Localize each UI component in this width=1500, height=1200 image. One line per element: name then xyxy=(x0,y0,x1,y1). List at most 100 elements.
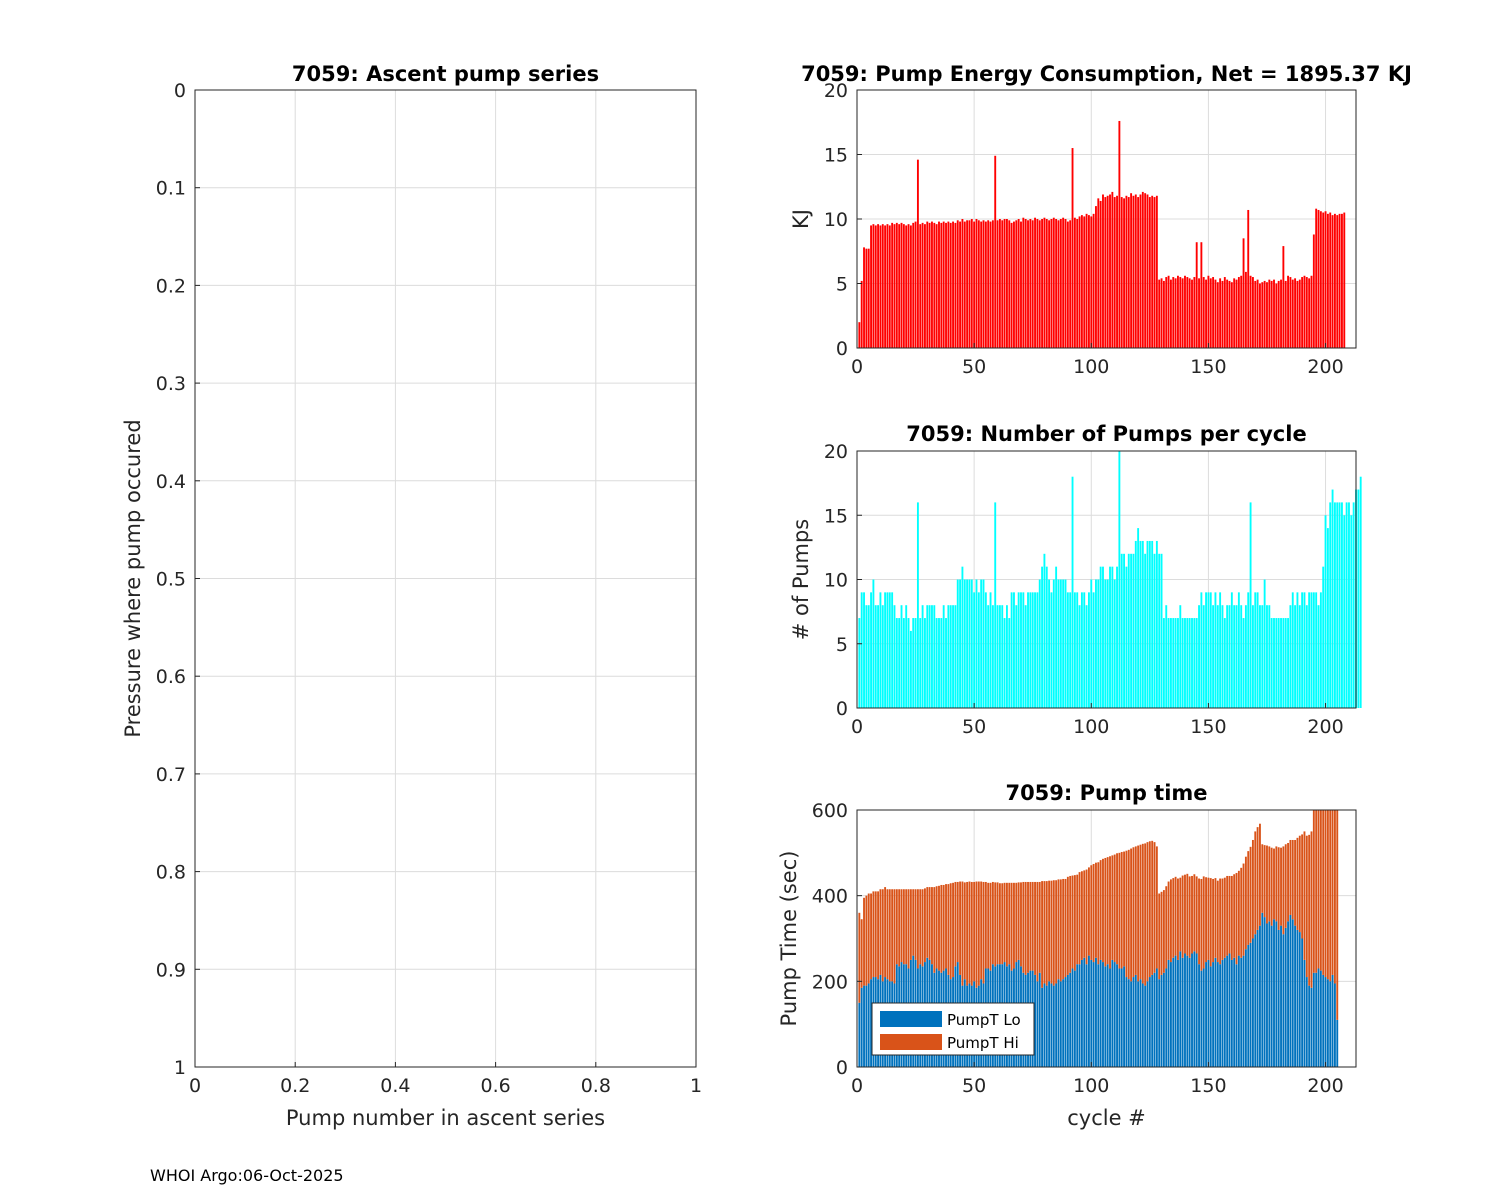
bar-pumpt-hi xyxy=(1254,831,1257,935)
npumps-bar xyxy=(1251,605,1254,708)
npumps-bar xyxy=(980,579,983,708)
bar-pumpt-lo xyxy=(1071,968,1074,1067)
energy-bar xyxy=(1228,280,1231,348)
npumps-x-ticks: 0 50 100 150 200 xyxy=(851,703,1344,738)
bar-pumpt-lo xyxy=(1324,977,1327,1067)
energy-bar xyxy=(1078,216,1081,348)
bar-pumpt-lo xyxy=(1240,957,1243,1067)
ascent-x-tick-label: 0.2 xyxy=(280,1075,310,1097)
bar-pumpt-hi xyxy=(1212,878,1215,963)
legend-swatch-lo xyxy=(880,1011,942,1027)
bar-pumpt-hi xyxy=(1214,878,1217,958)
energy-bar xyxy=(1001,220,1004,348)
npumps-bar xyxy=(1343,515,1346,708)
bar-pumpt-hi xyxy=(1275,846,1278,922)
energy-bar xyxy=(914,221,917,348)
npumps-bar xyxy=(1043,553,1046,708)
bar-pumpt-lo xyxy=(1139,979,1142,1067)
energy-bar xyxy=(1090,216,1093,348)
energy-bar xyxy=(1177,275,1179,348)
bar-pumpt-hi xyxy=(1095,862,1097,958)
energy-bar xyxy=(1333,213,1336,348)
energy-bar xyxy=(1148,197,1151,348)
npumps-bar xyxy=(1326,528,1329,708)
bar-pumpt-hi xyxy=(1087,867,1090,956)
pumptime-y-ticks: 0 200 400 600 xyxy=(812,800,862,1079)
npumps-bar xyxy=(1336,502,1339,708)
npumps-bar xyxy=(1291,592,1294,708)
npumps-bar xyxy=(1116,566,1118,708)
energy-bar xyxy=(1305,277,1308,348)
npumps-bar xyxy=(891,592,894,708)
bar-pumpt-hi xyxy=(1172,878,1175,958)
energy-bar xyxy=(1155,195,1158,348)
energy-bar xyxy=(1212,277,1215,348)
energy-bar xyxy=(1289,277,1292,348)
energy-bar xyxy=(895,222,898,348)
bar-pumpt-hi xyxy=(973,881,976,982)
bar-pumpt-hi xyxy=(1064,878,1067,978)
npumps-bar xyxy=(1022,592,1025,708)
npumps-bar xyxy=(1296,592,1299,708)
npumps-bar xyxy=(1216,605,1219,708)
bar-pumpt-hi xyxy=(1249,846,1252,943)
npumps-bar xyxy=(1104,579,1107,708)
energy-bar xyxy=(867,248,870,348)
bar-pumpt-hi xyxy=(1235,872,1238,965)
energy-bar xyxy=(1099,200,1102,348)
ascent-y-tick-label: 0 xyxy=(174,80,186,102)
bar-pumpt-lo xyxy=(1141,983,1144,1067)
bar-pumpt-lo xyxy=(1284,927,1287,1067)
bar-pumpt-lo xyxy=(1151,974,1154,1067)
bar-pumpt-hi xyxy=(1184,874,1186,954)
npumps-y-tick-label: 5 xyxy=(836,634,848,656)
npumps-bar xyxy=(1064,579,1067,708)
npumps-bar xyxy=(1317,605,1320,708)
bar-pumpt-lo xyxy=(863,985,865,1067)
npumps-bar xyxy=(921,605,924,708)
energy-bar xyxy=(1291,279,1294,348)
energy-bar xyxy=(907,224,910,348)
bar-pumpt-hi xyxy=(980,881,983,980)
energy-bar xyxy=(1008,220,1011,348)
energy-bar xyxy=(1083,216,1086,348)
energy-bar xyxy=(1052,217,1055,348)
energy-bar xyxy=(1221,280,1224,348)
energy-bar xyxy=(872,224,875,348)
npumps-bar xyxy=(1305,605,1308,708)
energy-bar xyxy=(1005,219,1008,348)
bar-pumpt-hi xyxy=(1181,875,1184,958)
energy-bar xyxy=(1010,222,1013,348)
energy-bar xyxy=(968,220,971,348)
energy-bar xyxy=(881,224,884,348)
bar-pumpt-hi xyxy=(1050,880,1053,984)
energy-bar xyxy=(1024,219,1027,348)
bar-pumpt-lo xyxy=(1116,964,1118,1067)
bar-pumpt-hi xyxy=(1165,886,1168,969)
bar-pumpt-hi xyxy=(1259,823,1261,926)
bar-pumpt-hi xyxy=(970,881,973,986)
bar-pumpt-hi xyxy=(1057,879,1060,980)
bar-pumpt-lo xyxy=(1111,959,1114,1067)
npumps-bar xyxy=(1348,502,1350,708)
energy-bar xyxy=(1118,120,1121,349)
bar-pumpt-hi xyxy=(1059,879,1062,982)
bar-pumpt-hi xyxy=(1071,875,1074,969)
bar-pumpt-hi xyxy=(1151,840,1154,975)
energy-bar xyxy=(902,224,905,348)
bar-pumpt-lo xyxy=(1329,981,1332,1067)
npumps-bar xyxy=(1298,605,1301,708)
energy-bar xyxy=(1151,195,1154,348)
energy-bar xyxy=(1282,246,1285,348)
energy-y-tick-label: 10 xyxy=(824,209,848,231)
npumps-bar xyxy=(1062,579,1065,708)
energy-bar xyxy=(1169,279,1172,348)
energy-y-tick-label: 0 xyxy=(836,338,848,360)
npumps-bar xyxy=(1162,618,1165,708)
energy-bar xyxy=(1174,278,1177,348)
bar-pumpt-lo xyxy=(1205,962,1208,1067)
bar-pumpt-lo xyxy=(1305,977,1308,1067)
energy-bar xyxy=(942,221,945,348)
bar-pumpt-hi xyxy=(1230,875,1233,960)
npumps-y-tick-label: 15 xyxy=(824,505,848,527)
